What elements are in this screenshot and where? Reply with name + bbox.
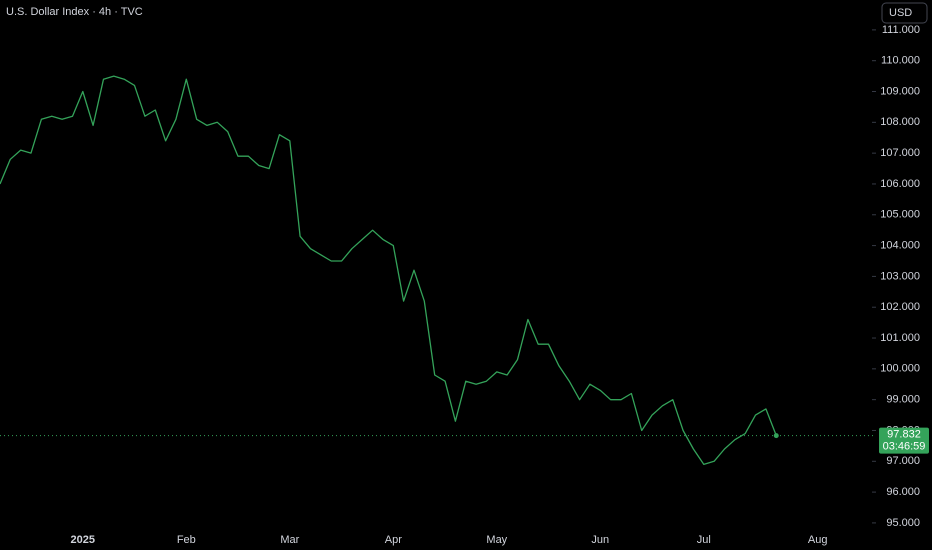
last-price-dot (773, 433, 779, 439)
y-tick-label: 107.000 (880, 147, 920, 159)
y-tick-label: 108.000 (880, 116, 920, 128)
y-tick-label: 99.000 (886, 394, 920, 406)
y-tick-label: 111.000 (882, 24, 920, 36)
last-price-label: 97.832 (887, 429, 921, 441)
y-tick-label: 101.000 (880, 332, 920, 344)
countdown: 03:46:59 (883, 441, 926, 453)
y-tick-label: 102.000 (880, 301, 920, 313)
chart-title: U.S. Dollar Index · 4h · TVC (6, 6, 143, 18)
price-box (879, 427, 929, 454)
x-tick-label: Jun (591, 534, 609, 546)
y-tick-label: 100.000 (880, 363, 920, 375)
y-tick-label: 110.000 (881, 55, 920, 67)
y-tick-label: 104.000 (880, 239, 920, 251)
x-tick-label: 2025 (71, 534, 95, 546)
x-tick-label: Aug (808, 534, 828, 546)
y-tick-label: 97.000 (886, 455, 920, 467)
y-tick-label: 105.000 (880, 209, 920, 221)
currency-label[interactable]: USD (889, 7, 912, 19)
currency-button[interactable] (881, 2, 928, 24)
x-tick-label: Mar (280, 534, 299, 546)
y-tick-label: 103.000 (880, 270, 920, 282)
x-tick-label: May (486, 534, 507, 546)
x-tick-label: Jul (697, 534, 711, 546)
x-tick-label: Apr (385, 534, 402, 546)
y-tick-label: 96.000 (886, 486, 920, 498)
y-tick-label: 95.000 (886, 517, 920, 529)
x-tick-label: Feb (177, 534, 196, 546)
price-line (0, 75, 777, 466)
y-tick-label: 109.000 (880, 85, 920, 97)
y-tick-label: 106.000 (880, 178, 920, 190)
